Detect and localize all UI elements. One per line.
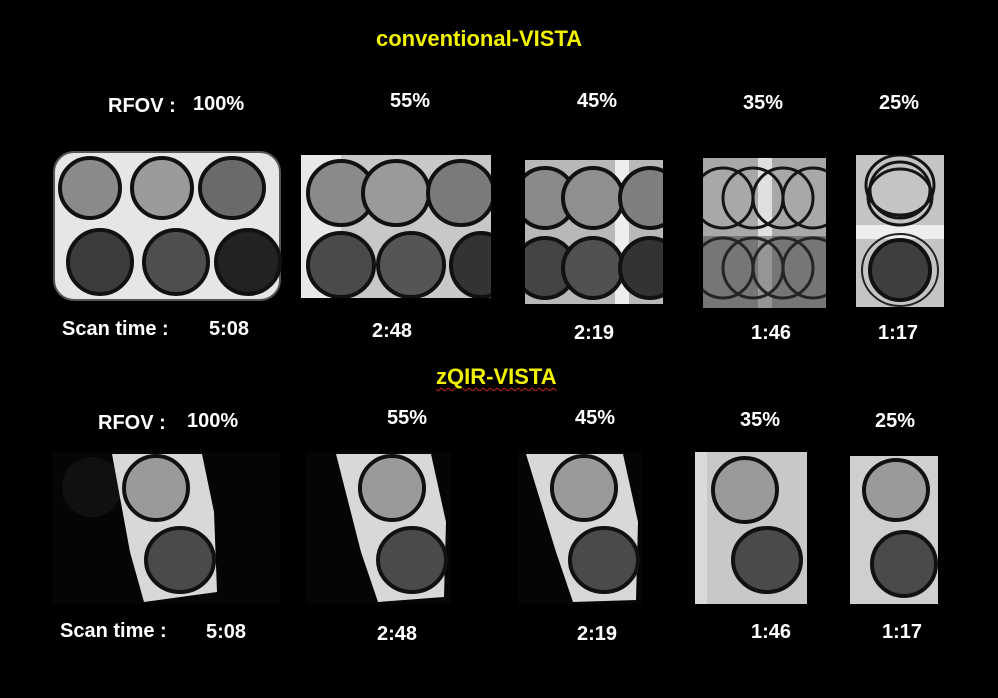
section-title-zqir: zQIR-VISTA (436, 364, 557, 390)
scan-time-value-zqir-1: 5:08 (206, 621, 247, 643)
rfov-label-zqir: RFOV : (98, 412, 166, 434)
scan-time-label-zqir: Scan time : (60, 620, 167, 642)
scan-time-value-conventional-4: 1:46 (751, 322, 792, 344)
section-title-zqir-text: zQIR-VISTA (436, 364, 557, 389)
rfov-value-55-zqir: 55% (387, 407, 428, 429)
rfov-value-25-conventional: 25% (879, 92, 920, 114)
scan-time-value-zqir-2: 2:48 (377, 623, 418, 645)
rfov-value-100-zqir: 100% (187, 410, 239, 432)
scan-time-label-conventional: Scan time : (62, 318, 169, 340)
mri-image-zqir-25 (850, 456, 938, 604)
rfov-value-45-zqir: 45% (575, 407, 616, 429)
scan-time-value-conventional-3: 2:19 (574, 322, 615, 344)
scan-time-value-conventional-1: 5:08 (209, 318, 250, 340)
rfov-value-35-conventional: 35% (743, 92, 784, 114)
rfov-value-55-conventional: 55% (390, 90, 431, 112)
mri-image-conventional-45 (525, 160, 663, 304)
mri-image-conventional-55 (301, 155, 491, 298)
rfov-label-conventional: RFOV : (108, 95, 176, 117)
rfov-value-45-conventional: 45% (577, 90, 618, 112)
section-title-conventional: conventional-VISTA (376, 26, 583, 51)
mri-image-conventional-35 (703, 158, 826, 308)
scan-time-value-conventional-2: 2:48 (372, 320, 413, 342)
mri-image-zqir-35 (695, 452, 807, 604)
rfov-value-100-conventional: 100% (193, 93, 245, 115)
mri-image-zqir-45 (518, 452, 642, 604)
rfov-value-35-zqir: 35% (740, 409, 781, 431)
scan-time-value-zqir-4: 1:46 (751, 621, 792, 643)
mri-image-zqir-55 (306, 452, 451, 604)
mri-image-conventional-100 (52, 150, 282, 302)
mri-image-conventional-25 (856, 155, 944, 307)
mri-image-zqir-100 (52, 452, 280, 604)
scan-time-value-conventional-5: 1:17 (878, 322, 919, 344)
rfov-value-25-zqir: 25% (875, 410, 916, 432)
scan-time-value-zqir-3: 2:19 (577, 623, 618, 645)
scan-time-value-zqir-5: 1:17 (882, 621, 923, 643)
